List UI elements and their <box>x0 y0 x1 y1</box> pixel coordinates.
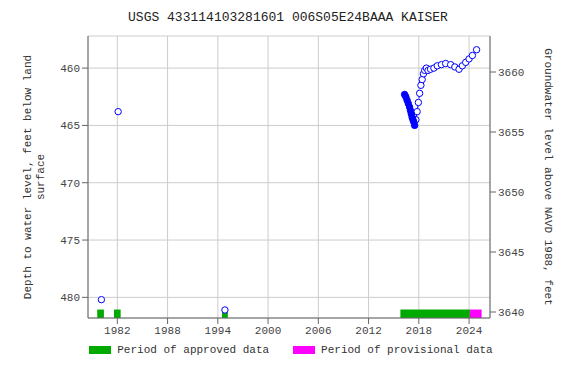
svg-text:1982: 1982 <box>104 325 130 337</box>
svg-text:3660: 3660 <box>498 67 524 79</box>
svg-text:2024: 2024 <box>456 325 483 337</box>
svg-text:2018: 2018 <box>406 325 432 337</box>
svg-text:2012: 2012 <box>355 325 381 337</box>
svg-text:1994: 1994 <box>205 325 232 337</box>
svg-text:Depth to water level, feet bel: Depth to water level, feet below landsur… <box>22 55 47 299</box>
html-text:Period of approved data: Period of approved data <box>117 344 270 356</box>
svg-text:Groundwater level above NAVD 1: Groundwater level above NAVD 1988, feet <box>542 48 554 305</box>
svg-text:460: 460 <box>60 63 80 75</box>
svg-text:470: 470 <box>60 178 80 190</box>
html-text:USGS 433114103281601 006S05E24: USGS 433114103281601 006S05E24BAAA KAISE… <box>128 10 448 25</box>
svg-text:3650: 3650 <box>498 187 524 199</box>
svg-text:3655: 3655 <box>498 127 524 139</box>
svg-text:2000: 2000 <box>255 325 281 337</box>
svg-text:475: 475 <box>60 235 80 247</box>
svg-text:1988: 1988 <box>154 325 180 337</box>
svg-text:3645: 3645 <box>498 247 524 259</box>
svg-text:465: 465 <box>60 120 80 132</box>
svg-text:3640: 3640 <box>498 307 524 319</box>
svg-text:2006: 2006 <box>305 325 331 337</box>
html-text:Period of provisional data: Period of provisional data <box>321 344 493 356</box>
svg-text:480: 480 <box>60 292 80 304</box>
